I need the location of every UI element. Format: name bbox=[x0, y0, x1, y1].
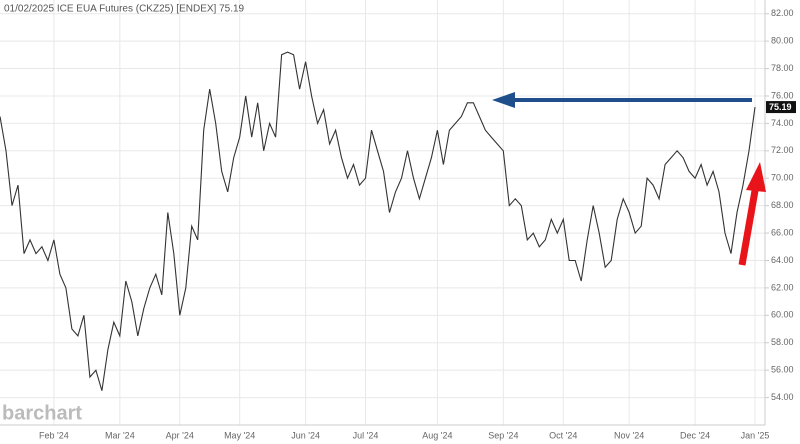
x-tick-label: Jul '24 bbox=[353, 430, 379, 440]
last-price-label: 75.19 bbox=[769, 102, 792, 112]
last-price-tag bbox=[766, 101, 796, 114]
y-tick-label: 70.00 bbox=[771, 173, 794, 183]
y-tick-label: 66.00 bbox=[771, 227, 794, 237]
x-tick-label: Jun '24 bbox=[291, 430, 320, 440]
y-tick-label: 76.00 bbox=[771, 90, 794, 100]
x-tick-label: Aug '24 bbox=[422, 430, 452, 440]
x-tick-label: Feb '24 bbox=[39, 430, 69, 440]
y-tick-label: 54.00 bbox=[771, 392, 794, 402]
y-tick-label: 58.00 bbox=[771, 337, 794, 347]
x-tick-label: Dec '24 bbox=[680, 430, 710, 440]
y-tick-label: 60.00 bbox=[771, 310, 794, 320]
price-line bbox=[0, 51, 756, 391]
y-tick-label: 80.00 bbox=[771, 36, 794, 46]
y-tick-label: 56.00 bbox=[771, 365, 794, 375]
y-tick-label: 62.00 bbox=[771, 282, 794, 292]
red-arrow bbox=[738, 184, 760, 266]
y-tick-label: 74.00 bbox=[771, 118, 794, 128]
y-tick-label: 78.00 bbox=[771, 63, 794, 73]
y-tick-label: 64.00 bbox=[771, 255, 794, 265]
y-tick-label: 82.00 bbox=[771, 8, 794, 18]
x-tick-label: Oct '24 bbox=[549, 430, 577, 440]
x-tick-label: Mar '24 bbox=[105, 430, 135, 440]
x-tick-label: May '24 bbox=[224, 430, 255, 440]
brand-logo: barchart bbox=[2, 402, 82, 424]
x-tick-label: Apr '24 bbox=[166, 430, 194, 440]
blue-arrowhead bbox=[492, 92, 515, 108]
x-tick-label: Jan '25 bbox=[741, 430, 770, 440]
y-tick-label: 72.00 bbox=[771, 145, 794, 155]
y-tick-label: 68.00 bbox=[771, 200, 794, 210]
x-tick-label: Sep '24 bbox=[488, 430, 518, 440]
red-arrowhead bbox=[746, 162, 766, 192]
chart-title: 01/02/2025 ICE EUA Futures (CKZ25) [ENDE… bbox=[4, 4, 245, 15]
x-tick-label: Nov '24 bbox=[614, 430, 644, 440]
